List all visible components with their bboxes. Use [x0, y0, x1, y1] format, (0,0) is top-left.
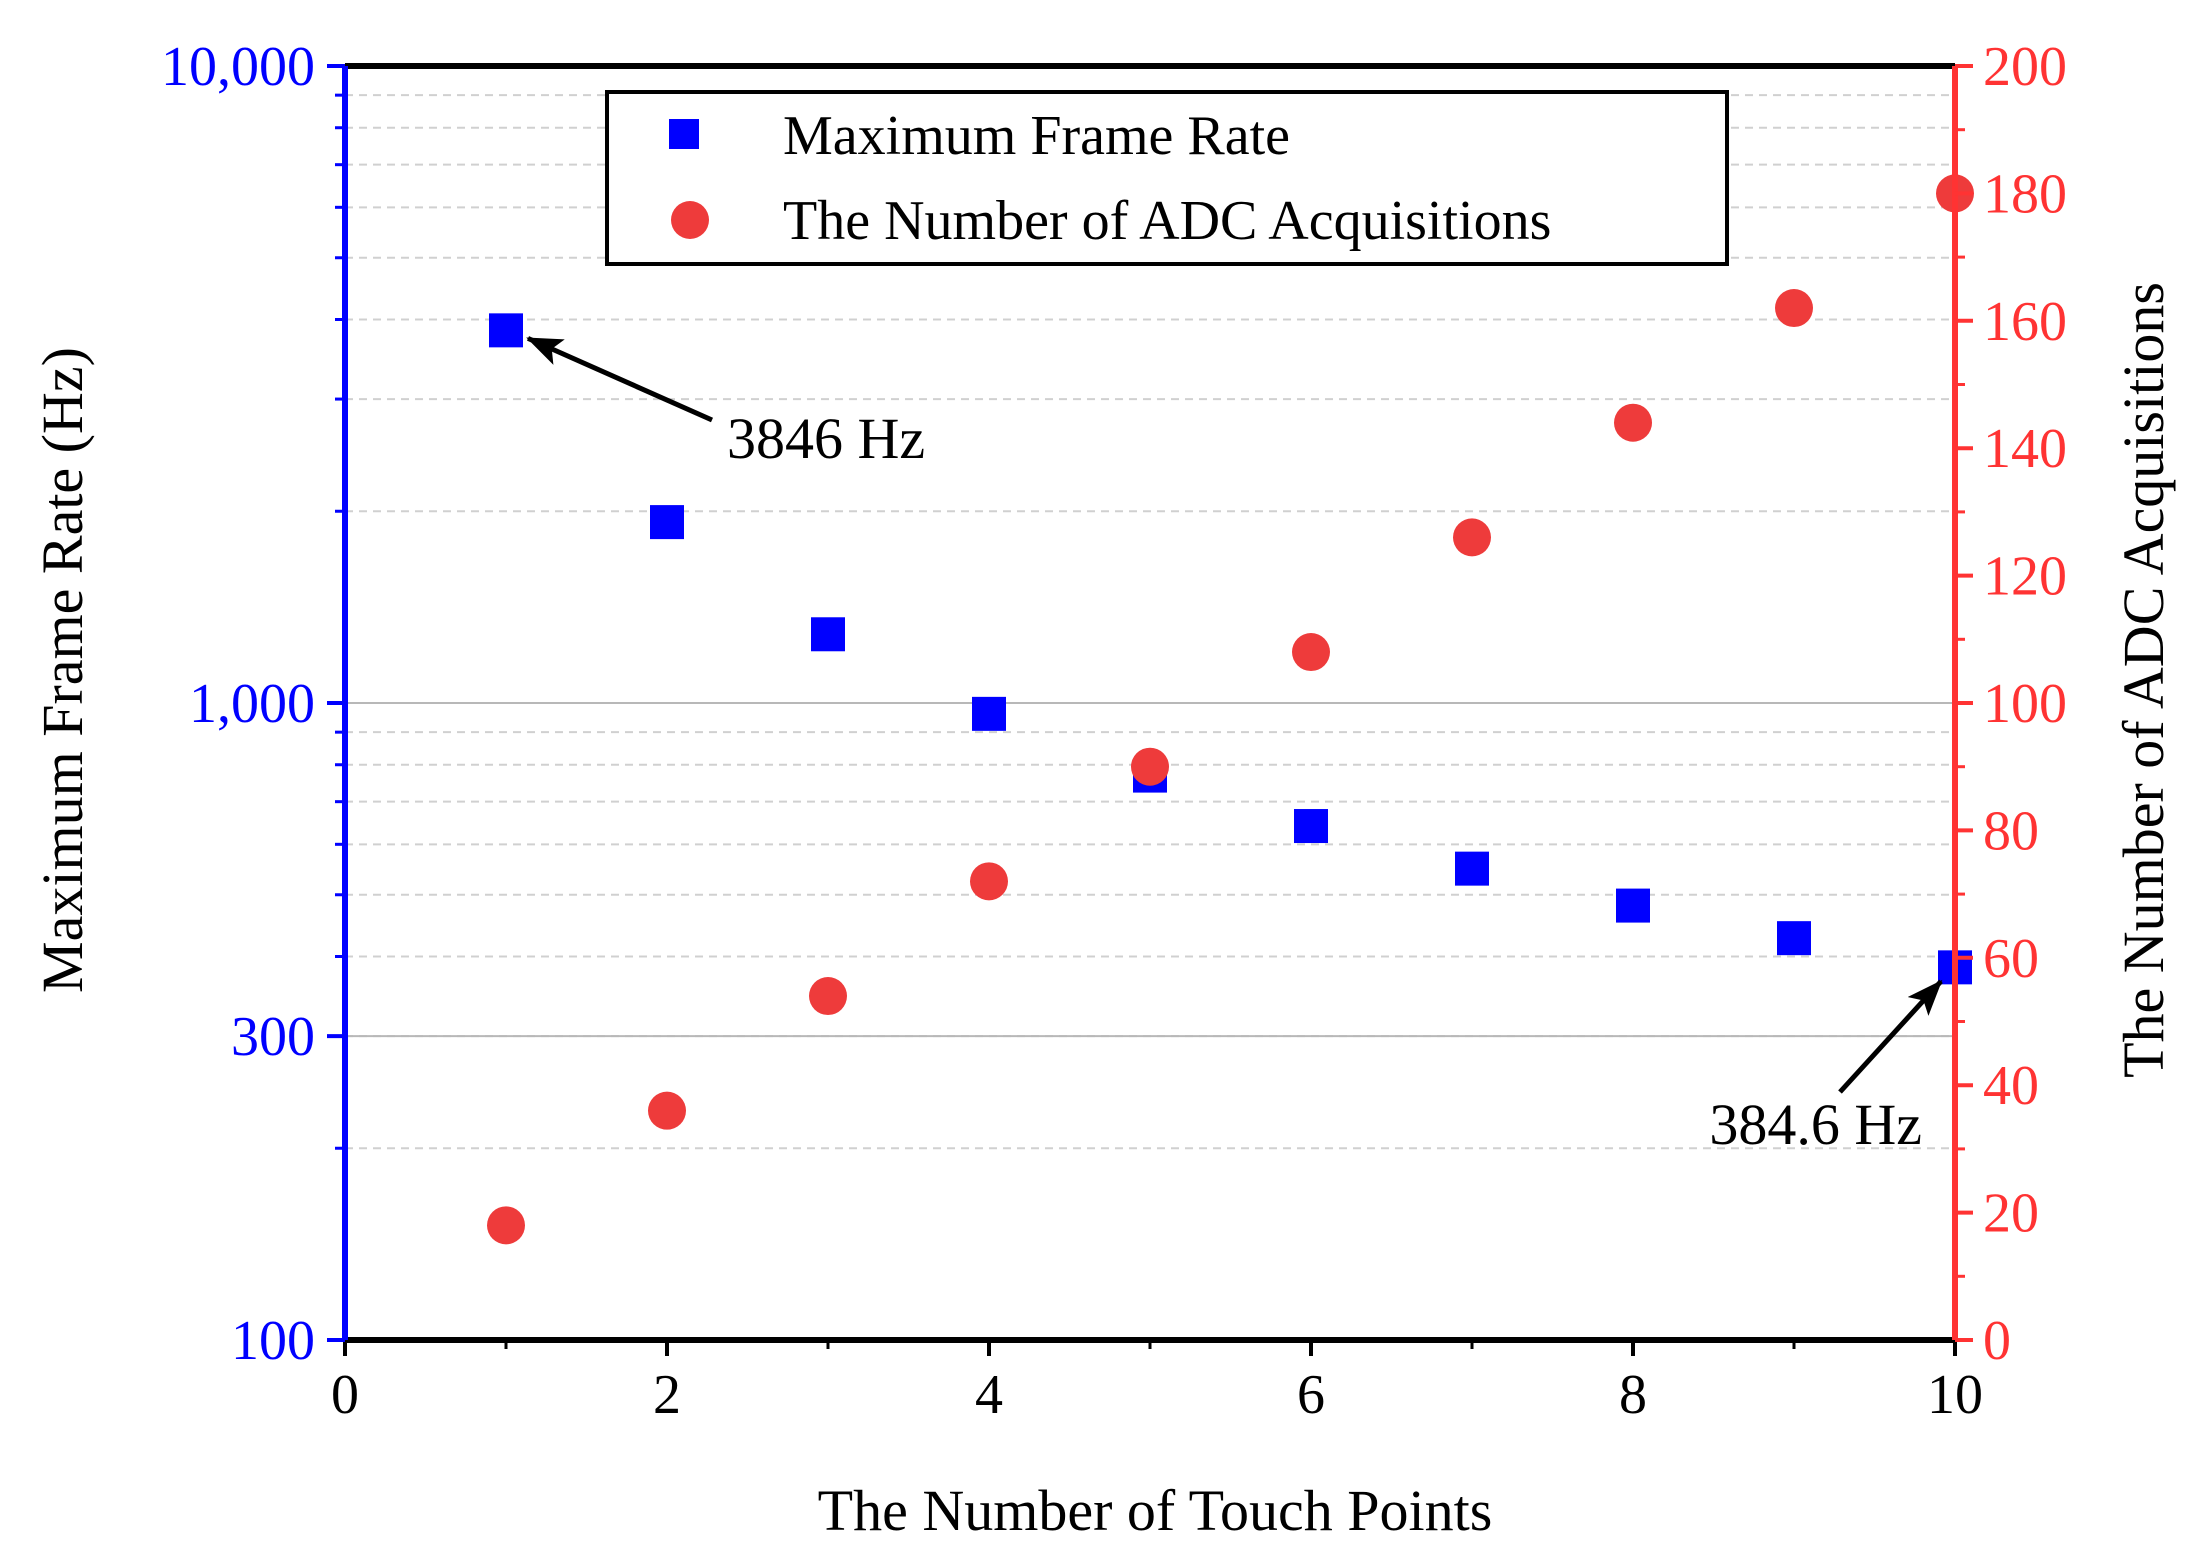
y-axis-right-title: The Number of ADC Acquisitions — [2111, 282, 2176, 1078]
y-left-tick-label: 10,000 — [161, 36, 315, 98]
y-right-tick-label: 100 — [1983, 673, 2067, 735]
x-axis-title: The Number of Touch Points — [818, 1478, 1493, 1543]
y-axis-left-title: Maximum Frame Rate (Hz) — [30, 347, 95, 993]
y-left-tick-label: 300 — [231, 1006, 315, 1068]
adc-acquisitions-point — [970, 862, 1008, 901]
frame-rate-point — [1616, 888, 1650, 923]
adc-acquisitions-point — [1453, 518, 1491, 557]
annotation-arrow — [1838, 979, 1943, 1094]
frame-rate-point — [1455, 851, 1489, 886]
y-right-tick-label: 40 — [1983, 1055, 2039, 1117]
frame-rate-point — [650, 505, 684, 540]
y-right-tick-label: 140 — [1983, 418, 2067, 480]
frame-rate-point — [972, 696, 1006, 731]
x-tick-label: 6 — [1297, 1364, 1325, 1426]
x-tick-label: 0 — [331, 1364, 359, 1426]
x-tick-label: 2 — [653, 1364, 681, 1426]
legend-circle-icon — [671, 201, 709, 239]
legend-label-adc: The Number of ADC Acquisitions — [783, 190, 1551, 252]
legend-box — [605, 90, 1729, 266]
x-tick-label: 4 — [975, 1364, 1003, 1426]
frame-rate-point — [811, 617, 845, 652]
y-right-tick-label: 200 — [1983, 36, 2067, 98]
adc-acquisitions-point — [487, 1206, 525, 1245]
y-right-tick-label: 80 — [1983, 800, 2039, 862]
y-right-tick-label: 0 — [1983, 1310, 2011, 1372]
y-right-tick-label: 120 — [1983, 546, 2067, 608]
y-right-tick-label: 180 — [1983, 163, 2067, 225]
y-left-tick-label: 1,000 — [189, 673, 315, 735]
frame-rate-point — [1294, 809, 1328, 844]
adc-acquisitions-point — [1292, 633, 1330, 672]
y-right-tick-label: 160 — [1983, 291, 2067, 353]
adc-acquisitions-point — [1131, 747, 1169, 786]
annotation-label: 3846 Hz — [727, 406, 925, 471]
legend: Maximum Frame Rate The Number of ADC Acq… — [605, 90, 1729, 266]
adc-acquisitions-point — [1775, 289, 1813, 328]
x-tick-label: 8 — [1619, 1364, 1647, 1426]
annotation-label: 384.6 Hz — [1709, 1092, 1922, 1157]
frame-rate-point — [489, 313, 523, 348]
y-right-tick-label: 20 — [1983, 1183, 2039, 1245]
legend-label-frame-rate: Maximum Frame Rate — [783, 105, 1290, 167]
annotations: 3846 Hz 384.6 Hz — [526, 336, 1943, 1157]
legend-square-icon — [669, 119, 699, 149]
frame-rate-point — [1777, 921, 1811, 956]
adc-acquisitions-point — [648, 1091, 686, 1130]
adc-acquisitions-point — [1614, 403, 1652, 442]
ticks: 0 2 4 6 8 10 100 300 1,000 10,000 0 20 40 60 80 100 120 1… — [161, 36, 2067, 1426]
adc-acquisitions-point — [809, 977, 847, 1016]
y-right-tick-label: 60 — [1983, 928, 2039, 990]
x-tick-label: 10 — [1927, 1364, 1983, 1426]
annotation-arrow — [526, 336, 714, 423]
y-left-tick-label: 100 — [231, 1310, 315, 1372]
